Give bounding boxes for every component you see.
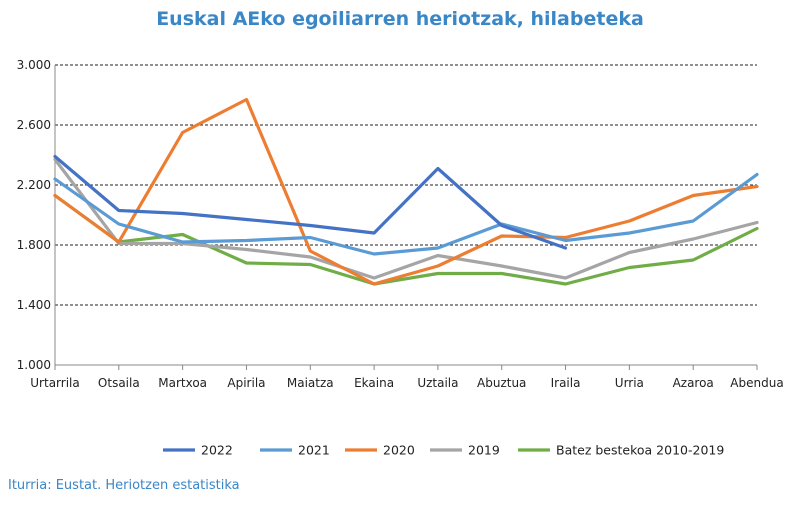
series-line-2020 [53, 97, 759, 286]
y-tick-label: 2.600 [17, 118, 51, 132]
x-tick-label: Maiatza [287, 376, 334, 390]
x-tick-label: Abendua [730, 376, 783, 390]
x-tick-label: Urtarrila [30, 376, 79, 390]
y-tick-label: 3.000 [17, 58, 51, 72]
y-tick-label: 1.400 [17, 298, 51, 312]
x-tick-label: Abuztua [477, 376, 526, 390]
x-tick-label: Otsaila [98, 376, 140, 390]
y-tick-label: 1.800 [17, 238, 51, 252]
legend-label: 2019 [468, 443, 500, 458]
y-tick-label: 2.200 [17, 178, 51, 192]
x-tick-label: Iraila [551, 376, 581, 390]
x-tick-label: Ekaina [354, 376, 394, 390]
series-line-2021 [53, 172, 759, 256]
x-tick-label: Uztaila [417, 376, 458, 390]
chart-title: Euskal AEko egoiliarren heriotzak, hilab… [156, 8, 644, 30]
source-note: Iturria: Eustat. Heriotzen estatistika [8, 478, 240, 493]
series-line-2022 [53, 154, 568, 250]
x-tick-label: Apirila [227, 376, 265, 390]
x-tick-label: Azaroa [673, 376, 714, 390]
legend-label: 2020 [383, 443, 415, 458]
legend-label: 2021 [298, 443, 330, 458]
legend-label: 2022 [201, 443, 233, 458]
x-tick-label: Urria [615, 376, 644, 390]
y-tick-label: 1.000 [17, 358, 51, 372]
series-line-2019 [53, 157, 759, 280]
x-tick-label: Martxoa [158, 376, 207, 390]
legend-label: Batez bestekoa 2010-2019 [556, 443, 724, 458]
series-line-batez-bestekoa-2010-2019 [53, 193, 759, 286]
